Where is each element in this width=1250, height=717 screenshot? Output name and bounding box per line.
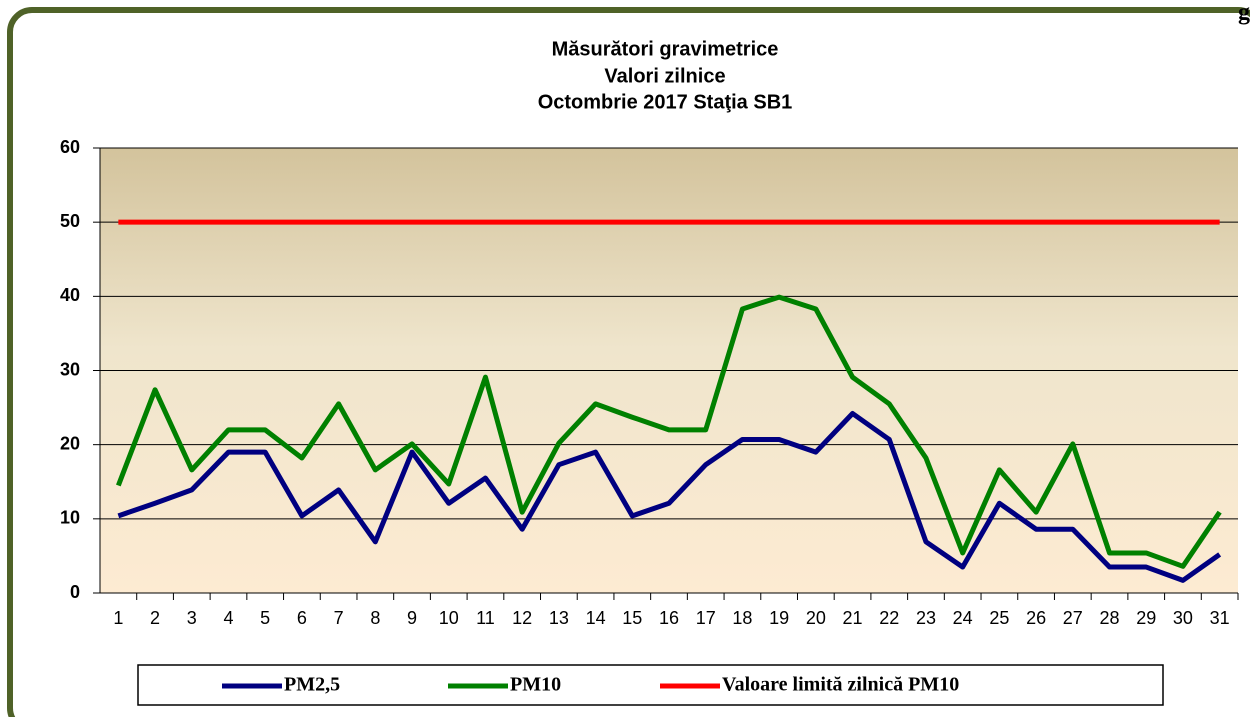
x-tick-label: 7: [334, 608, 344, 628]
legend: [137, 664, 1164, 706]
y-tick-label: 20: [60, 433, 80, 453]
x-tick-label: 6: [297, 608, 307, 628]
x-tick-label: 27: [1063, 608, 1083, 628]
x-tick-label: 25: [989, 608, 1009, 628]
x-tick-label: 16: [659, 608, 679, 628]
x-tick-label: 26: [1026, 608, 1046, 628]
x-tick-label: 1: [113, 608, 123, 628]
x-tick-label: 15: [622, 608, 642, 628]
chart-title: Valori zilnice: [604, 65, 725, 87]
x-tick-label: 22: [879, 608, 899, 628]
x-tick-label: 8: [370, 608, 380, 628]
x-tick-label: 23: [916, 608, 936, 628]
series-line: [117, 411, 1222, 583]
y-tick-label: 50: [60, 211, 80, 231]
x-tick-label: 31: [1210, 608, 1230, 628]
y-tick-label: 30: [60, 359, 80, 379]
x-tick-label: 19: [769, 608, 789, 628]
legend-label: PM2,5: [284, 674, 340, 696]
x-tick-label: 18: [732, 608, 752, 628]
x-tick-label: 2: [150, 608, 160, 628]
x-tick-label: 14: [586, 608, 606, 628]
series-line: [116, 294, 1222, 569]
y-tick-label: 10: [60, 508, 80, 528]
legend-label: PM10: [510, 674, 561, 696]
x-tick-label: 29: [1136, 608, 1156, 628]
chart-title: Măsurători gravimetrice: [552, 38, 779, 60]
y-tick-label: 40: [60, 285, 80, 305]
x-tick-label: 4: [223, 608, 233, 628]
x-tick-label: 28: [1100, 608, 1120, 628]
legend-label: Valoare limită zilnică PM10: [722, 674, 959, 696]
x-tick-label: 17: [696, 608, 716, 628]
y-tick-label: 0: [70, 582, 80, 602]
x-tick-label: 9: [407, 608, 417, 628]
x-tick-label: 10: [439, 608, 459, 628]
x-tick-label: 24: [953, 608, 973, 628]
x-tick-label: 5: [260, 608, 270, 628]
x-tick-label: 11: [476, 608, 495, 628]
x-tick-label: 20: [806, 608, 826, 628]
y-tick-label: 60: [60, 137, 80, 157]
x-tick-label: 12: [512, 608, 532, 628]
x-tick-label: 30: [1173, 608, 1193, 628]
x-tick-label: 21: [843, 608, 863, 628]
corner-text: g: [1238, 0, 1250, 26]
x-tick-label: 3: [187, 608, 197, 628]
x-tick-label: 13: [549, 608, 569, 628]
chart-title: Octombrie 2017 Staţia SB1: [538, 91, 793, 113]
